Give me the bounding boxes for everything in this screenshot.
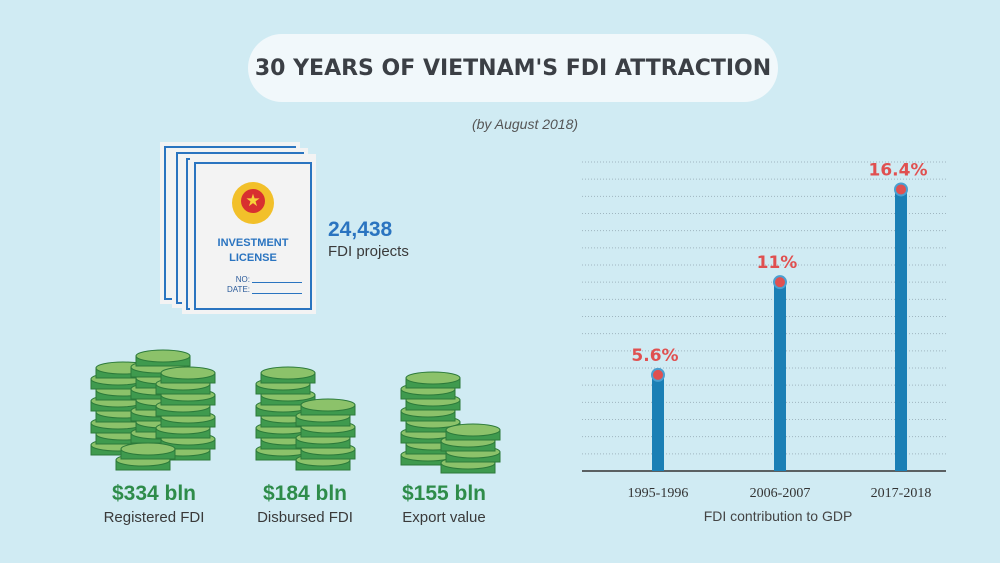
bar (774, 282, 786, 471)
stat-value: $184 bln (262, 482, 348, 505)
data-point (651, 367, 665, 382)
emblem-icon: ★ (232, 182, 274, 224)
stat-disbursed-fdi: $184 bln Disbursed FDI (225, 482, 385, 526)
coin-top (300, 398, 356, 412)
data-label: 16.4% (869, 160, 928, 180)
license-date-label: DATE: (227, 285, 250, 294)
coin-top (445, 423, 501, 437)
stat-registered-fdi: $334 bln Registered FDI (74, 482, 234, 526)
stat-label: Export value (402, 509, 486, 526)
projects-value: 24,438 (328, 218, 393, 241)
bar (652, 374, 664, 471)
license-title-line2: LICENSE (229, 252, 277, 264)
bar (895, 189, 907, 471)
coin-top (405, 371, 461, 385)
page-title: 30 YEARS OF VIETNAM'S FDI ATTRACTION (248, 34, 778, 102)
x-tick-label: 1995-1996 (628, 486, 689, 501)
data-label: 11% (757, 253, 798, 273)
coin-top (160, 366, 216, 380)
stat-value: $334 bln (111, 482, 197, 505)
stat-export-value: $155 bln Export value (364, 482, 524, 526)
data-point (894, 182, 908, 197)
subtitle: (by August 2018) (471, 116, 579, 132)
stat-label: Disbursed FDI (257, 509, 353, 526)
x-tick-label: 2017-2018 (871, 486, 932, 501)
x-tick-label: 2006-2007 (750, 486, 811, 501)
coin-top (135, 349, 191, 363)
data-label: 5.6% (631, 346, 678, 366)
stat-label: Registered FDI (103, 509, 205, 526)
x-axis-label: FDI contribution to GDP (704, 508, 853, 524)
projects-label: FDI projects (328, 243, 409, 260)
license-no-label: NO: (235, 275, 250, 284)
coin-top (260, 366, 316, 380)
coin-top (120, 442, 176, 456)
data-point (773, 275, 787, 290)
stat-value: $155 bln (401, 482, 487, 505)
license-title-line1: INVESTMENT (217, 237, 289, 249)
